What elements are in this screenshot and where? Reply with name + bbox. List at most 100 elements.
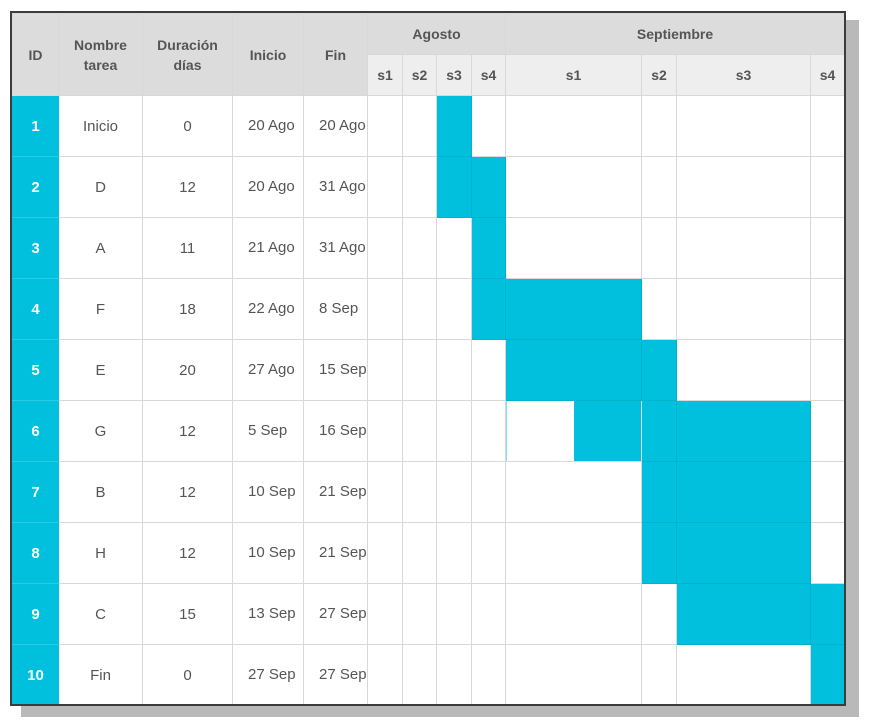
gantt-bar-segment xyxy=(810,583,844,645)
task-name: Fin xyxy=(58,644,143,704)
header-id: ID xyxy=(12,13,59,96)
task-name: D xyxy=(58,156,143,218)
gantt-bar-segment xyxy=(676,400,812,462)
gantt-cell xyxy=(641,644,678,704)
week-header: s1 xyxy=(367,54,403,96)
gantt-cell xyxy=(470,95,507,157)
gantt-bar-segment xyxy=(470,278,507,340)
gantt-cell xyxy=(505,644,643,704)
task-end: 27 Sep xyxy=(303,583,368,645)
gantt-table: ID Nombre tarea Duración días Inicio Fin… xyxy=(12,13,844,704)
gantt-bar-segment xyxy=(641,339,678,401)
gantt-cell xyxy=(436,583,472,645)
gantt-bar-segment xyxy=(436,156,472,218)
gantt-cell xyxy=(505,522,643,584)
task-row: 5 E 20 27 Ago 15 Sep xyxy=(12,339,844,401)
task-start: 5 Sep xyxy=(232,400,304,462)
task-id: 8 xyxy=(12,522,59,584)
week-header: s4 xyxy=(810,54,844,96)
gantt-cell xyxy=(367,522,403,584)
gantt-bar-segment xyxy=(641,461,678,523)
gantt-cell xyxy=(810,278,844,340)
task-name: C xyxy=(58,583,143,645)
task-name: F xyxy=(58,278,143,340)
task-name: Inicio xyxy=(58,95,143,157)
gantt-cell xyxy=(810,217,844,279)
task-row: 9 C 15 13 Sep 27 Sep xyxy=(12,583,844,645)
task-id: 4 xyxy=(12,278,59,340)
gantt-cell xyxy=(505,461,643,523)
gantt-cell xyxy=(810,339,844,401)
gantt-cell xyxy=(436,644,472,704)
gantt-cell xyxy=(810,156,844,218)
gantt-bar-segment xyxy=(676,583,812,645)
task-id: 6 xyxy=(12,400,59,462)
gantt-cell xyxy=(505,583,643,645)
task-name: B xyxy=(58,461,143,523)
task-id: 9 xyxy=(12,583,59,645)
gantt-cell xyxy=(436,217,472,279)
gantt-bar-segment xyxy=(505,278,643,340)
task-row: 1 Inicio 0 20 Ago 20 Ago xyxy=(12,95,844,157)
task-duration: 12 xyxy=(142,400,233,462)
task-start: 20 Ago xyxy=(232,95,304,157)
task-duration: 15 xyxy=(142,583,233,645)
week-header: s2 xyxy=(402,54,437,96)
gantt-bar-segment xyxy=(470,217,507,279)
task-end: 27 Sep xyxy=(303,644,368,704)
task-end: 31 Ago xyxy=(303,156,368,218)
gantt-cell xyxy=(676,95,812,157)
gantt-cell xyxy=(505,217,643,279)
task-row: 7 B 12 10 Sep 21 Sep xyxy=(12,461,844,523)
task-duration: 20 xyxy=(142,339,233,401)
task-id: 3 xyxy=(12,217,59,279)
task-name: G xyxy=(58,400,143,462)
gantt-cell xyxy=(676,217,812,279)
gantt-cell xyxy=(402,278,437,340)
gantt-cell xyxy=(402,644,437,704)
task-start: 27 Ago xyxy=(232,339,304,401)
gantt-cell xyxy=(436,339,472,401)
task-row: 10 Fin 0 27 Sep 27 Sep xyxy=(12,644,844,704)
gantt-cell xyxy=(367,583,403,645)
gantt-cell xyxy=(402,400,437,462)
gantt-bar-segment xyxy=(676,461,812,523)
gantt-cell xyxy=(641,278,678,340)
task-id: 10 xyxy=(12,644,59,704)
header-month-septiembre: Septiembre xyxy=(505,13,844,55)
task-name: A xyxy=(58,217,143,279)
header-name: Nombre tarea xyxy=(58,13,143,96)
gantt-cell xyxy=(367,217,403,279)
task-name: E xyxy=(58,339,143,401)
gantt-cell xyxy=(676,644,812,704)
gantt-cell xyxy=(367,461,403,523)
gantt-cell xyxy=(436,278,472,340)
gantt-cell xyxy=(367,644,403,704)
task-name: H xyxy=(58,522,143,584)
gantt-bar-segment xyxy=(810,644,844,704)
gantt-cell xyxy=(402,461,437,523)
gantt-cell xyxy=(505,95,643,157)
gantt-bar-segment xyxy=(436,95,472,157)
gantt-bar-segment xyxy=(505,339,643,401)
task-end: 16 Sep xyxy=(303,400,368,462)
gantt-bar-segment xyxy=(641,522,678,584)
week-header: s4 xyxy=(470,54,507,96)
gantt-cell xyxy=(470,461,507,523)
gantt-cell xyxy=(470,644,507,704)
gantt-cell xyxy=(810,522,844,584)
week-header: s1 xyxy=(505,54,643,96)
gantt-cell xyxy=(402,583,437,645)
task-row: 2 D 12 20 Ago 31 Ago xyxy=(12,156,844,218)
gantt-frame: ID Nombre tarea Duración días Inicio Fin… xyxy=(10,11,846,706)
header-start: Inicio xyxy=(232,13,304,96)
task-end: 8 Sep xyxy=(303,278,368,340)
gantt-cell xyxy=(436,522,472,584)
task-id: 2 xyxy=(12,156,59,218)
gantt-cell xyxy=(436,461,472,523)
gantt-cell xyxy=(470,400,507,462)
task-duration: 0 xyxy=(142,644,233,704)
gantt-cell xyxy=(470,522,507,584)
week-header: s2 xyxy=(641,54,678,96)
task-end: 31 Ago xyxy=(303,217,368,279)
